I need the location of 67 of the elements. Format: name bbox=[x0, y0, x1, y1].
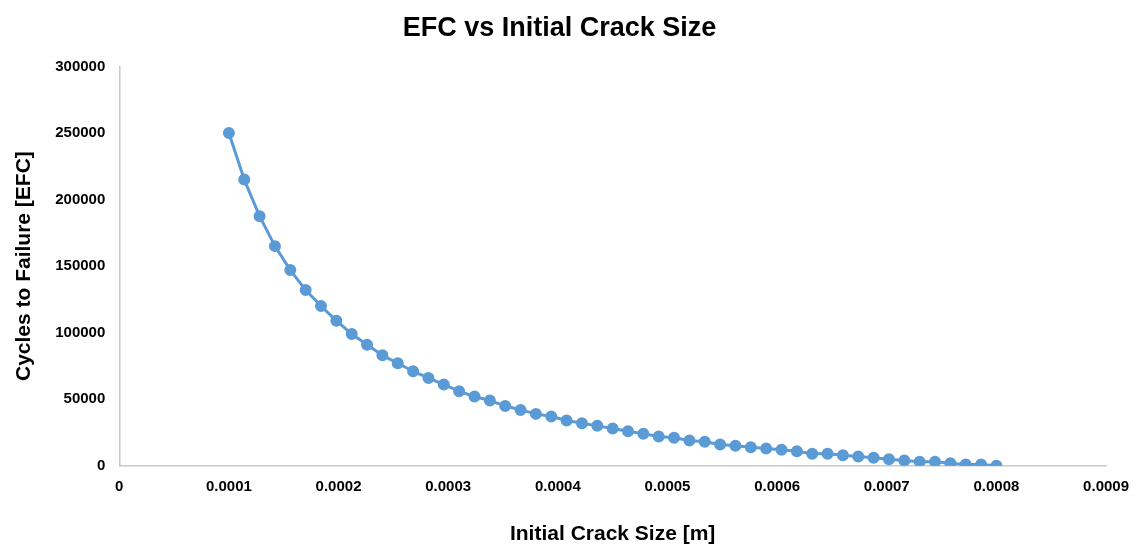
point bbox=[652, 430, 665, 443]
x-tick-label: 0.0005 bbox=[644, 476, 691, 494]
point bbox=[361, 338, 374, 351]
point bbox=[760, 442, 773, 455]
point bbox=[606, 422, 619, 435]
point bbox=[391, 357, 404, 370]
point bbox=[330, 314, 343, 327]
point bbox=[345, 328, 358, 340]
point bbox=[222, 126, 235, 139]
point bbox=[315, 300, 327, 313]
x-tick-label: 0.0004 bbox=[534, 476, 582, 494]
x-tick-label: 0.0007 bbox=[863, 476, 910, 494]
point bbox=[529, 407, 542, 420]
x-tick-label: 0.0008 bbox=[973, 476, 1020, 494]
chart-title: EFC vs Initial Crack Size bbox=[402, 11, 717, 42]
y-axis-title: Cycles to Failure [EFC] bbox=[11, 151, 35, 382]
x-tick-label: 0.0009 bbox=[1083, 476, 1130, 494]
point bbox=[453, 385, 466, 398]
point bbox=[468, 390, 481, 403]
point bbox=[714, 438, 727, 451]
x-axis-title: Initial Crack Size [m] bbox=[509, 521, 716, 545]
x-tick-label: 0.0001 bbox=[205, 476, 252, 494]
point bbox=[668, 431, 681, 444]
point bbox=[238, 173, 251, 186]
point bbox=[729, 439, 742, 452]
point bbox=[591, 419, 604, 432]
y-tick-label: 300000 bbox=[55, 56, 106, 74]
point bbox=[744, 441, 757, 454]
point bbox=[898, 454, 911, 466]
y-tick-label: 50000 bbox=[63, 389, 106, 407]
point bbox=[284, 264, 297, 277]
x-tick-label: 0.0006 bbox=[754, 476, 801, 494]
point bbox=[836, 449, 849, 462]
point bbox=[821, 447, 834, 460]
point bbox=[499, 399, 512, 412]
x-tick-label: 0.0003 bbox=[425, 476, 472, 494]
point bbox=[806, 447, 819, 460]
point bbox=[637, 427, 650, 440]
y-tick-label: 200000 bbox=[55, 189, 106, 207]
y-tick-label: 100000 bbox=[55, 322, 106, 340]
point bbox=[683, 434, 696, 447]
point bbox=[407, 365, 420, 378]
y-tick-label: 250000 bbox=[55, 123, 106, 141]
y-tick-label: 0 bbox=[96, 455, 106, 473]
point bbox=[560, 414, 573, 427]
x-tick-label: 0.0002 bbox=[315, 476, 362, 494]
point bbox=[422, 371, 435, 384]
point bbox=[913, 455, 926, 466]
point bbox=[575, 417, 588, 430]
point bbox=[790, 445, 803, 458]
point bbox=[852, 450, 865, 463]
point bbox=[253, 210, 266, 223]
point bbox=[299, 284, 312, 297]
y-tick-label: 150000 bbox=[55, 256, 106, 274]
point bbox=[483, 394, 496, 407]
x-tick-label: 0 bbox=[115, 476, 124, 494]
point bbox=[514, 403, 527, 416]
point bbox=[882, 453, 895, 466]
point bbox=[376, 349, 389, 362]
point bbox=[867, 451, 880, 464]
point bbox=[698, 435, 711, 448]
point bbox=[929, 455, 942, 466]
point bbox=[622, 425, 635, 438]
point bbox=[775, 443, 788, 456]
point bbox=[437, 378, 450, 391]
point bbox=[268, 240, 281, 253]
point bbox=[545, 410, 558, 423]
